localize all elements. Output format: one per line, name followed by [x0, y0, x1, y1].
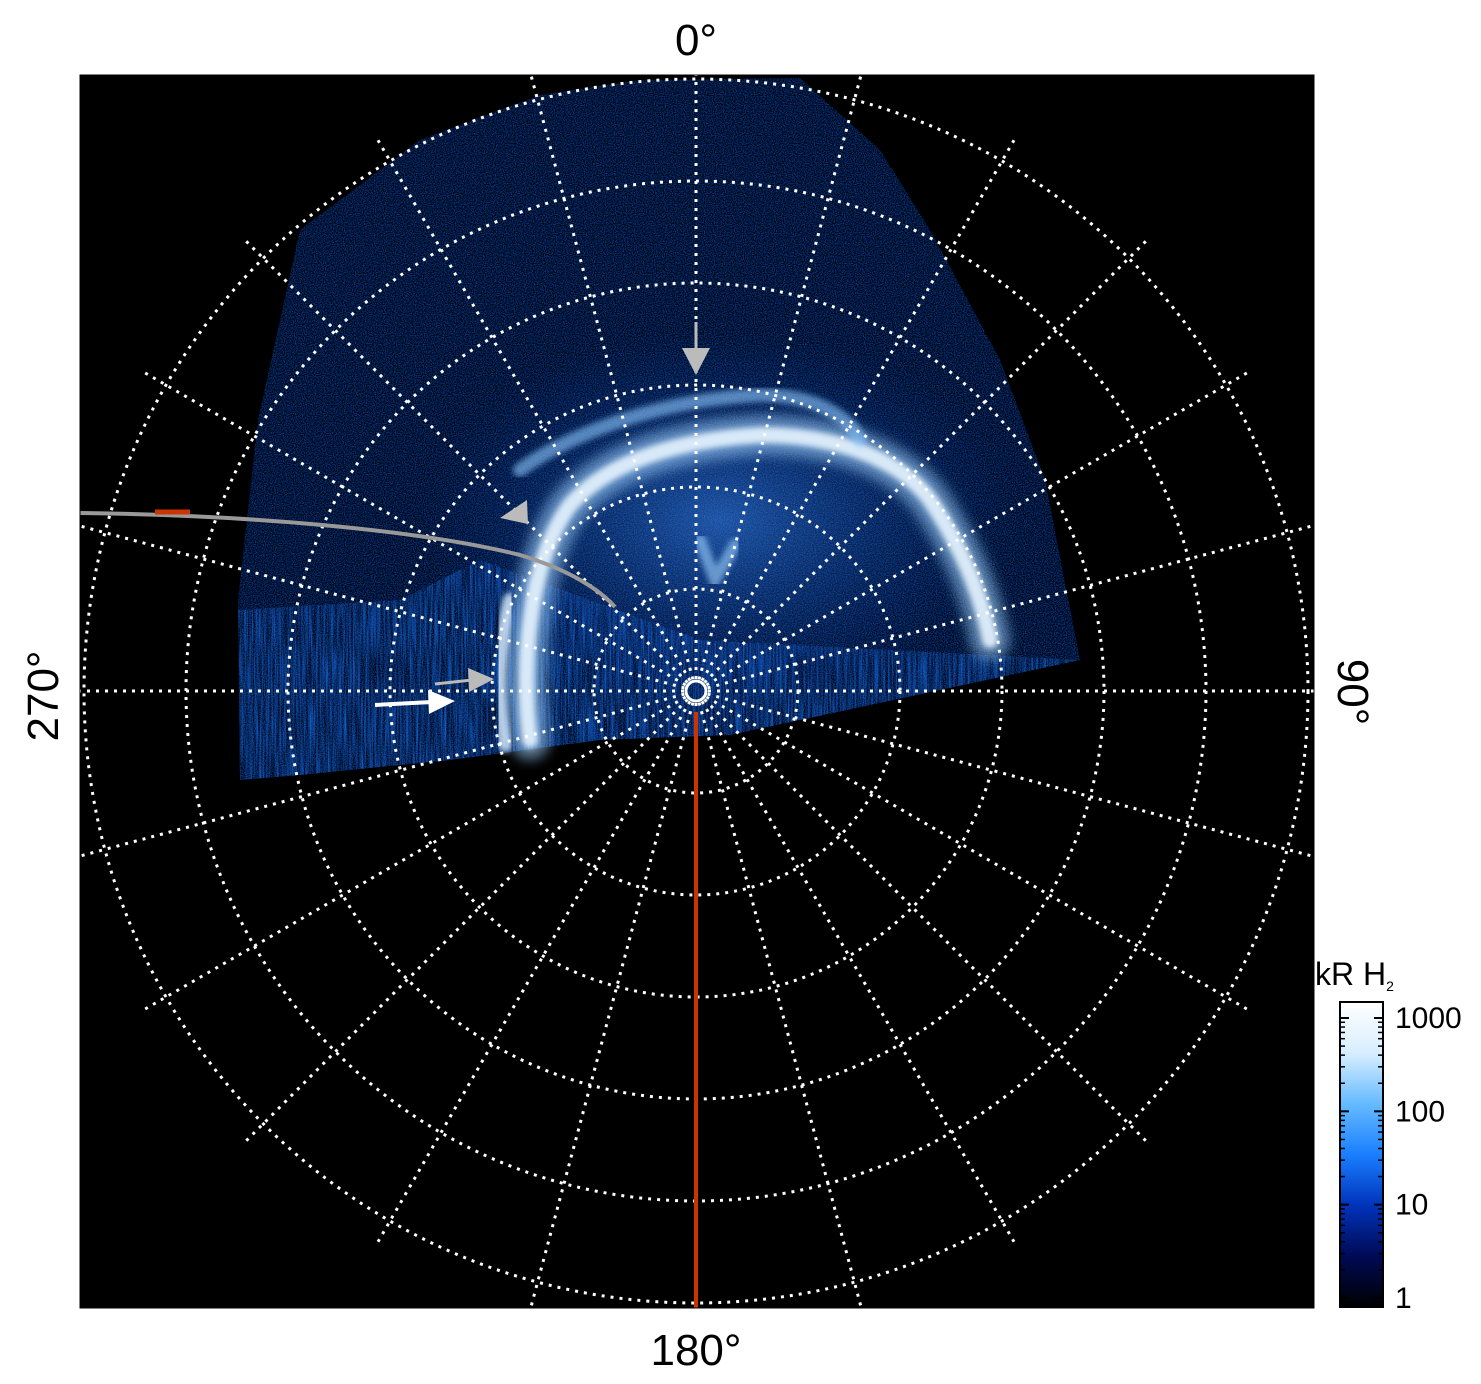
grid-spoke	[700, 700, 1018, 1247]
colorbar-tick-label: 1	[1395, 1282, 1412, 1315]
emission-field	[238, 78, 1080, 780]
grid-spoke	[705, 695, 1252, 1013]
grid-spoke	[529, 702, 695, 1308]
annotation-arrows	[374, 322, 710, 714]
grey-arrow-arc	[500, 500, 528, 524]
grid-spoke	[242, 698, 689, 1145]
grid-spoke	[140, 695, 687, 1013]
grid-spoke	[374, 135, 692, 682]
plot-frame	[79, 74, 1315, 1309]
white-arrow-right	[428, 690, 455, 714]
colorbar-gradient	[1339, 1001, 1384, 1308]
auroral-oval	[492, 387, 1010, 760]
grid-ring	[388, 383, 1004, 999]
grid-spoke	[529, 75, 695, 680]
grid-spoke	[80, 692, 685, 858]
colorbar-tick-label: 1000	[1395, 1002, 1462, 1035]
grid-spoke	[703, 237, 1150, 684]
colorbar: kR H2 1 10 100 1000	[1315, 956, 1462, 1315]
grid-spoke	[707, 692, 1314, 859]
label-left: 270°	[19, 650, 68, 741]
colorbar-tick-label: 10	[1395, 1189, 1428, 1222]
grid-spoke	[697, 702, 863, 1308]
colorbar-title-main: kR H	[1315, 956, 1386, 992]
colorbar-title: kR H2	[1315, 956, 1394, 994]
grid-spoke	[705, 369, 1252, 687]
grid-ring	[82, 77, 1310, 1305]
colorbar-tick-label: 100	[1395, 1095, 1445, 1128]
grid-spoke	[707, 523, 1314, 690]
grey-arrow-down	[682, 348, 710, 375]
grid-spoke	[80, 524, 685, 690]
grid-spoke	[697, 75, 863, 680]
grid-spoke	[140, 369, 687, 687]
colorbar-title-subscript: 2	[1386, 978, 1394, 994]
grid-spoke	[242, 237, 689, 684]
label-right: 90°	[1328, 659, 1377, 726]
pole-marker	[684, 679, 708, 703]
grey-arrow-right	[468, 668, 494, 692]
footprint-track	[80, 511, 617, 609]
label-bottom: 180°	[650, 1326, 741, 1375]
grid-spoke	[700, 135, 1018, 682]
grid-spoke	[374, 700, 692, 1247]
grid-spoke	[703, 698, 1150, 1145]
label-top: 0°	[675, 16, 717, 65]
